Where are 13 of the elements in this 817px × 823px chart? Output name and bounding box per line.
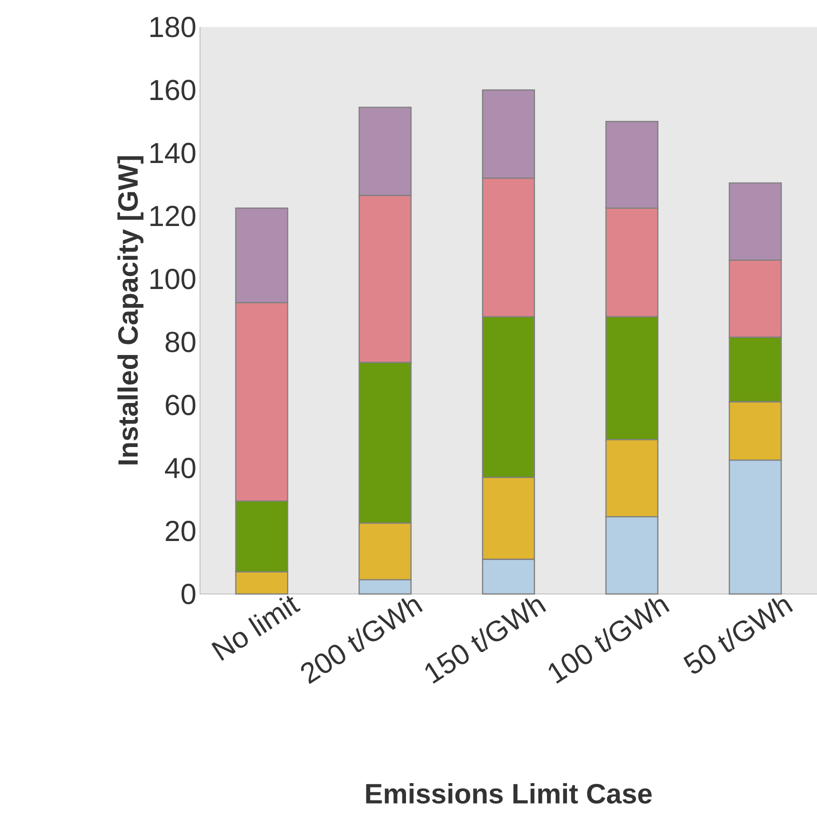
y-tick-label: 60 (166, 394, 196, 416)
y-tick-label: 100 (150, 268, 196, 290)
y-tick-label: 140 (150, 142, 196, 164)
y-tick-label: 40 (165, 458, 196, 478)
y-tick-label: 180 (150, 16, 196, 38)
x-axis-title: Emissions Limit Case (366, 783, 652, 804)
y-tick-label: 80 (166, 332, 196, 352)
x-tick-label: No limit (211, 596, 301, 661)
y-tick-label: 120 (150, 206, 196, 226)
y-tick-label: 0 (182, 584, 196, 604)
y-tick-label: 160 (150, 80, 196, 100)
y-axis-title: Installed Capacity [GW] (117, 156, 144, 464)
y-tick-label: 20 (166, 520, 196, 542)
